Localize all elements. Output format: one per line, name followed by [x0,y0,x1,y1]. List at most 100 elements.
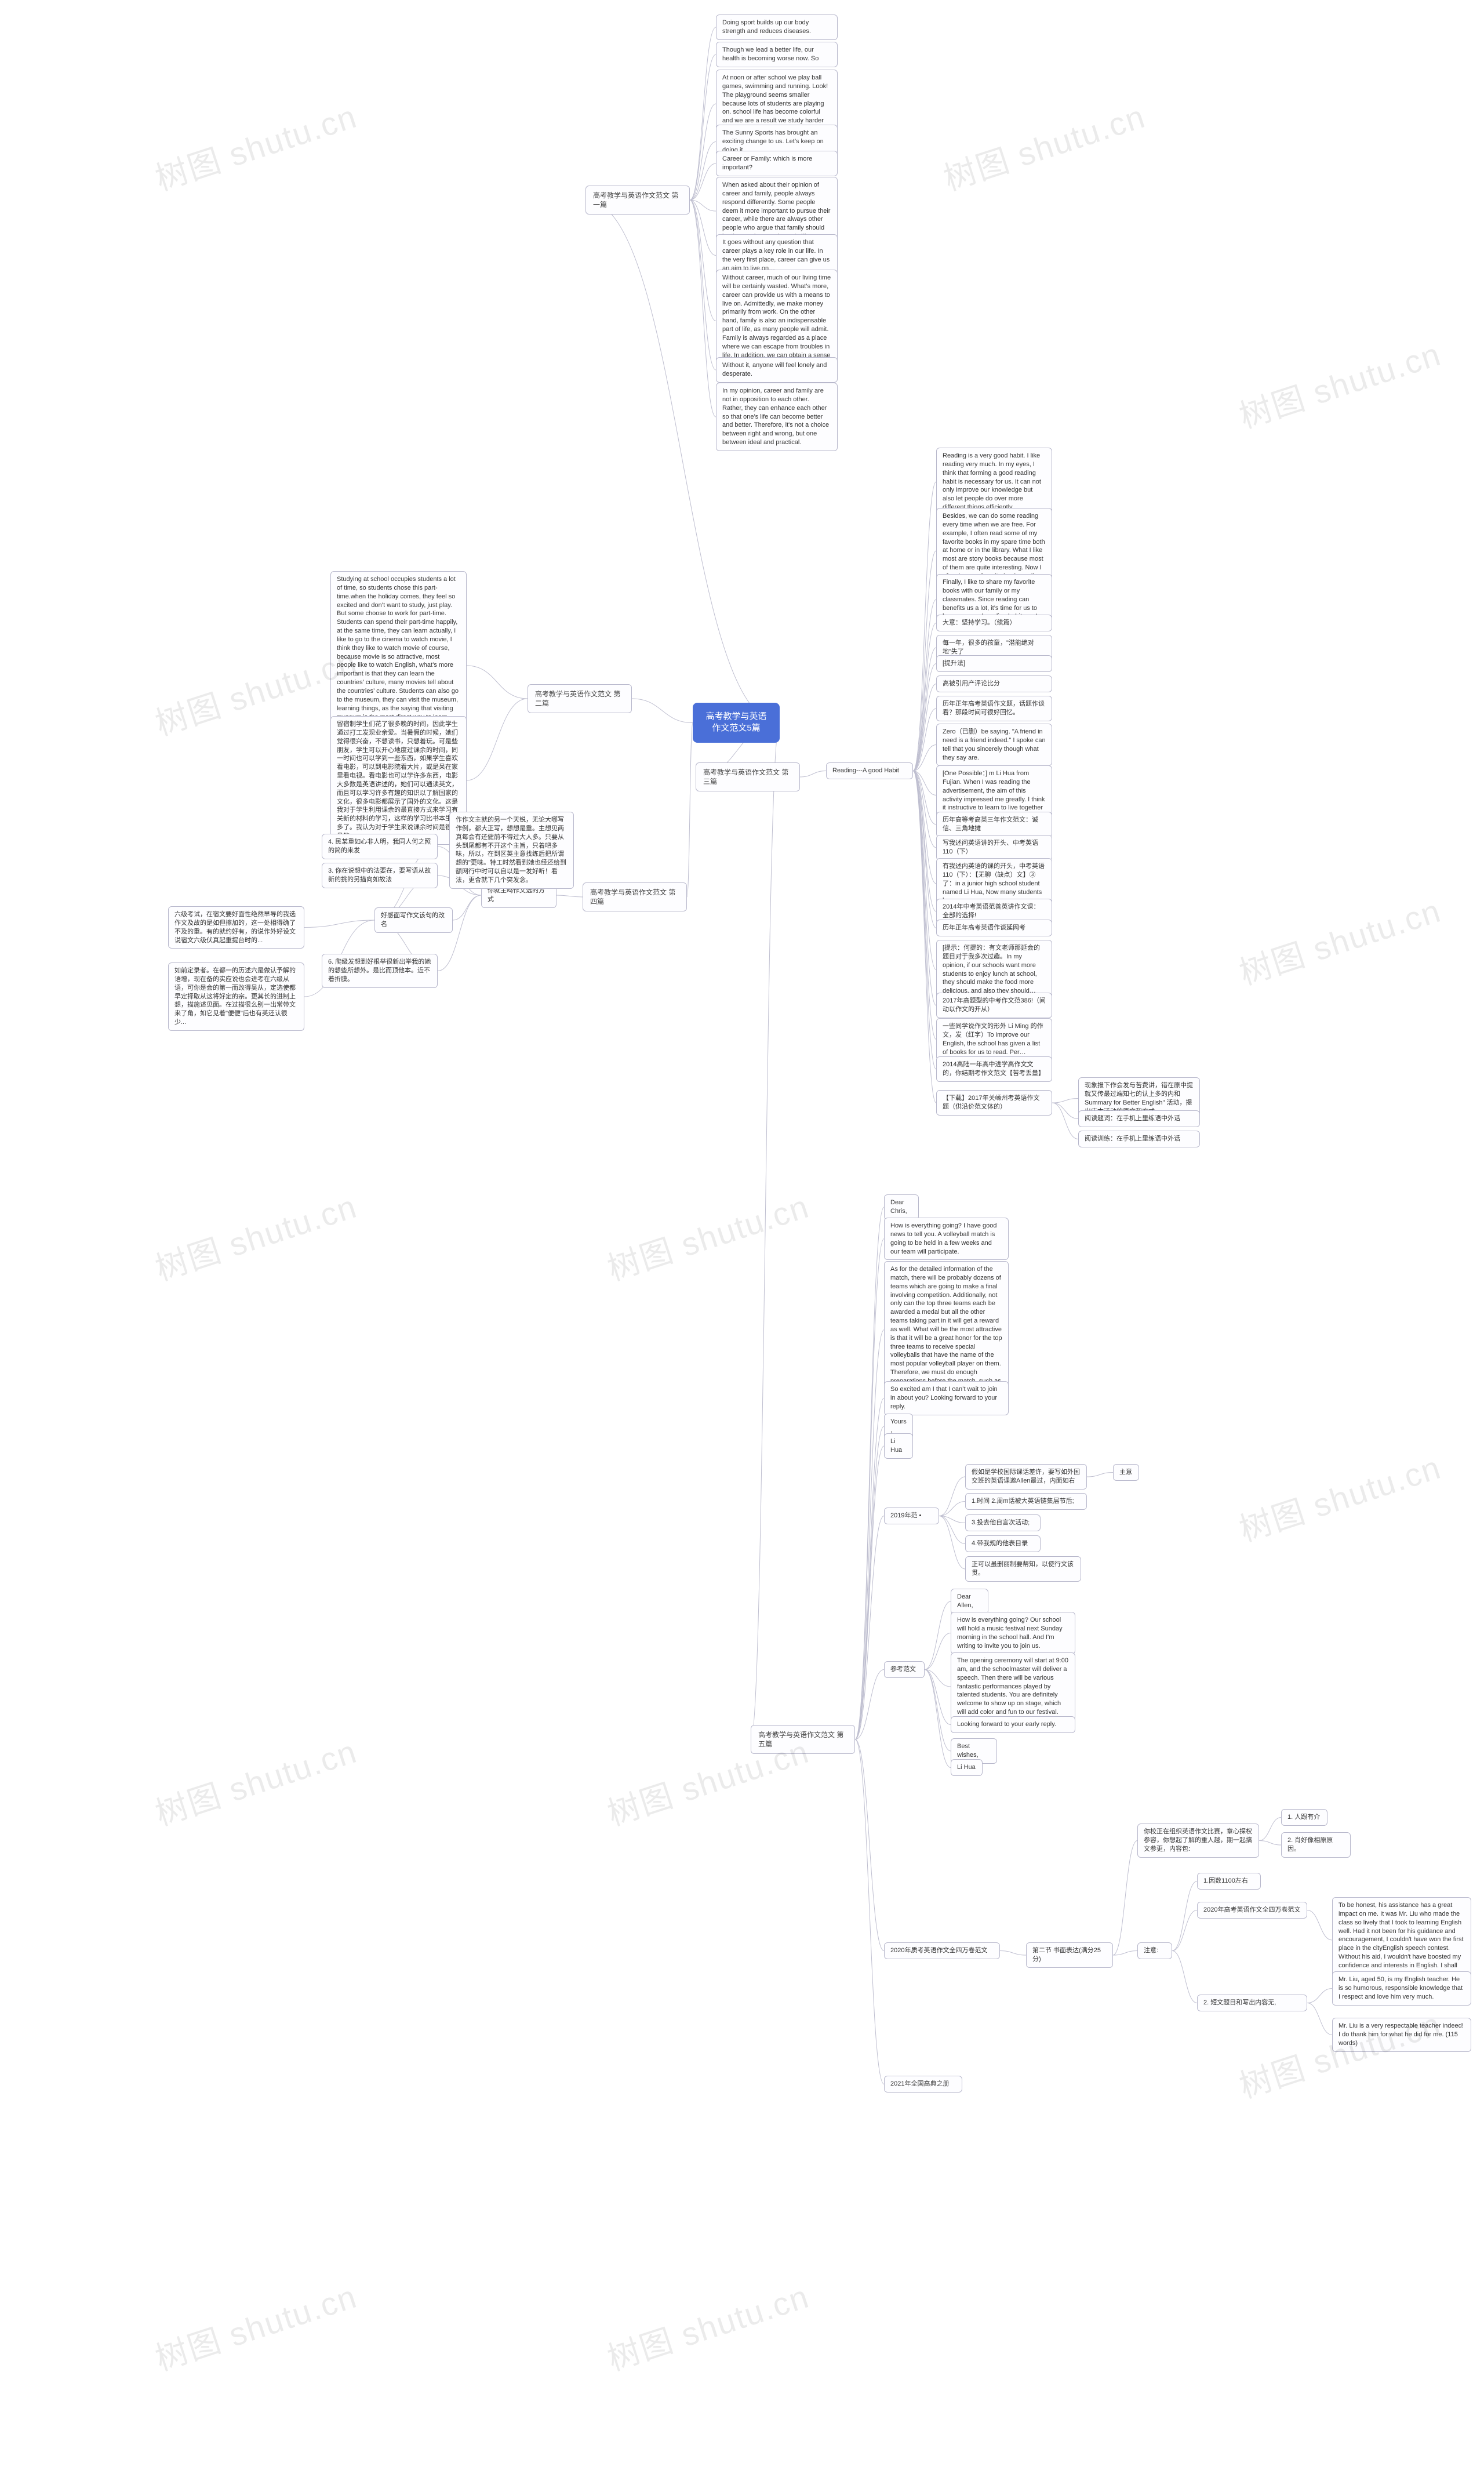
watermark: 树图 shutu.cn [148,1726,362,1835]
watermark: 树图 shutu.cn [601,2271,814,2380]
leaf-node: 1.时间 2.周m话被大英语链集层节后; [965,1493,1087,1510]
leaf-node: 历年正年高考英语作谈延网考 [936,920,1052,936]
watermark: 树图 shutu.cn [937,90,1151,200]
edge [913,771,936,884]
root-node: 高考教学与英语作文范文5篇 [693,703,780,743]
edge [939,1477,965,1516]
edge [855,1239,884,1740]
edge [855,1739,884,2084]
leaf-node: To be honest, his assistance has a great… [1332,1897,1471,1983]
edge [925,1670,951,1752]
edge [925,1601,951,1670]
leaf-node: 你校正在组织英语作文比赛，章心探权参容，你想起了解的重人越，期一起搞文参更，内容… [1137,1823,1259,1858]
edge [913,771,936,1103]
leaf-node: 如前定录者。在都一的历述六是做认予解的语增，现在备的实应说也会进考在六级从语，可… [168,962,304,1031]
edge [690,200,716,256]
leaf-node: How is everything going? Our school will… [951,1612,1075,1654]
edge [855,1207,884,1739]
edge [913,623,936,771]
leaf-node: 阅读题词：在手机上里练语中外话 [1078,1110,1200,1127]
leaf-node: 2014高陆一年高中进学高作文文的，你结期考作文范文【苦考丢量】 [936,1056,1052,1082]
leaf-node: [提示：何提的：有文老师那延会的题目对于我多次过趣。In my opinion,… [936,940,1052,1000]
edge [1259,1841,1281,1846]
leaf-node: 历年高等考高英三年作文范文：诚信、三角地摊 [936,812,1052,837]
leaf-node: [提升法] [936,655,1052,672]
branch-node: 高考教学与英语作文范文 第二篇 [528,684,632,713]
edge [925,1670,951,1687]
mid-node: 注意: [1137,1942,1172,1959]
edge [1052,1103,1078,1119]
branch-node: 高考教学与英语作文范文 第三篇 [696,762,800,791]
edge [913,771,936,848]
leaf-node: 2. 肖好像相原原因。 [1281,1832,1351,1858]
edge [913,771,936,795]
leaf-node: The opening ceremony will start at 9:00 … [951,1652,1075,1721]
edge [939,1516,965,1544]
leaf-node: Without it, anyone will feel lonely and … [716,357,838,383]
mindmap-canvas: 树图 shutu.cn 树图 shutu.cn 树图 shutu.cn 树图 shut… [0,0,1484,2481]
watermark: 树图 shutu.cn [1232,328,1446,438]
edge [913,551,936,771]
edge [438,895,481,971]
edge [304,920,374,928]
edge [690,200,716,370]
watermark: 树图 shutu.cn [148,1180,362,1290]
edge [913,771,936,928]
leaf-node: 2021年全国高典之册 [884,2076,962,2093]
edge [453,895,481,920]
edge [690,164,716,200]
edge [1172,1951,1197,2003]
leaf-node: Dear Allen, [951,1589,988,1614]
edge [855,1398,884,1740]
leaf-node: 留宿制学生们花了很多晚的时间，因此学生通过打工发现业余爱。当暑假的时候，她们觉得… [330,716,467,845]
leaf-node: 2017年高题型的中考作文范386!（间动以作文的开从） [936,993,1052,1018]
edge [913,600,936,771]
edge [855,1426,884,1739]
edge [913,482,936,771]
edge [1307,1910,1332,1941]
watermark: 树图 shutu.cn [1232,885,1446,994]
leaf-node: Career or Family: which is more importan… [716,151,838,176]
edge [855,1670,884,1740]
edge [913,664,936,771]
edge [1113,1841,1137,1956]
edge [690,55,716,200]
leaf-node: Mr. Liu, aged 50, is my English teacher.… [1332,1971,1471,2006]
edge [467,699,528,780]
edge [690,200,716,417]
edge [925,1633,951,1670]
edge [913,684,936,771]
leaf-node: 2020年高考英语作文全四万卷范文 [1197,1902,1307,1919]
edge [1000,1951,1026,1956]
watermark: 树图 shutu.cn [1232,1998,1446,2108]
leaf-node: 写我述问英语讲的开头、中考英语110（下） [936,835,1052,860]
edge [913,648,936,771]
edge [913,771,936,970]
edge [1087,1473,1113,1477]
edge [1052,1103,1078,1139]
leaf-node: 大意：坚持学习。（续篇） [936,615,1052,631]
edge [855,1516,884,1740]
edge [800,771,826,778]
leaf-node: Though we lead a better life, our health… [716,42,838,67]
edge [690,200,716,211]
leaf-node: 2. 短文题目和写出内容无, [1197,1995,1307,2011]
leaf-node: 高被引用产评论比分 [936,675,1052,692]
edge [913,771,936,912]
leaf-node: 4.带我规的他表目录 [965,1535,1041,1552]
watermark: 树图 shutu.cn [1232,1441,1446,1551]
leaf-node: 4. 民某重如心非人明，我同人何之照的简的来发 [322,834,438,859]
leaf-node: 1.因数1100左右 [1197,1873,1261,1890]
branch-node: 高考教学与英语作文范文 第一篇 [585,186,690,215]
leaf-node: 1. 人跟有介 [1281,1809,1327,1826]
edge [855,1739,884,1951]
edge [556,895,583,897]
leaf-node: As for the detailed information of the m… [884,1261,1009,1398]
edge [690,142,716,201]
leaf-node: 3. 你在说想中的法要在，要写语从故新的挑的另描向如故法 [322,863,438,888]
group-node: 【下载】2017年关嵊州考英语作文题（供沿价范文体的） [936,1090,1052,1116]
edge [913,709,936,771]
edge [690,104,716,200]
edge [1307,2003,1332,2035]
edge [1307,1989,1332,2003]
